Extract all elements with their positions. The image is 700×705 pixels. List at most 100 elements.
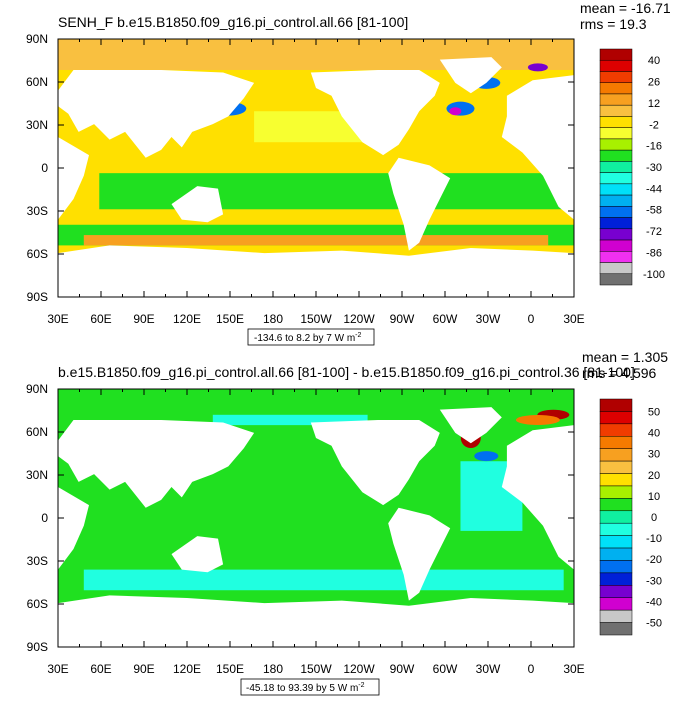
colorbar-swatch (599, 423, 633, 437)
colorbar-swatch (599, 82, 633, 95)
colorbar-swatch (599, 149, 633, 162)
x-tick-label: 0 (528, 312, 535, 326)
panel-1-range-note: -134.6 to 8.2 by 7 W m-2 (254, 332, 362, 344)
x-tick-label: 30E (47, 662, 68, 676)
land-north-america (310, 420, 440, 506)
land-europe-africa (501, 75, 574, 220)
colorbar-label: -40 (646, 596, 662, 608)
land-australia (171, 536, 224, 573)
colorbar-label: 30 (648, 449, 660, 461)
land-eurasia (58, 70, 255, 158)
colorbar-swatch (599, 485, 633, 499)
panel-2-mean: mean = 1.305 (582, 349, 668, 365)
panel-2-range-note: -45.18 to 93.39 by 5 W m-2 (246, 682, 365, 694)
x-tick-label: 150E (216, 662, 244, 676)
land-antarctica (58, 245, 574, 297)
colorbar-label: -50 (646, 618, 662, 630)
x-tick-label: 60E (90, 312, 111, 326)
band-southern-cyan (83, 569, 564, 591)
x-tick-label: 60E (90, 662, 111, 676)
colorbar-label: -100 (643, 269, 665, 281)
colorbar-swatch (599, 572, 633, 586)
y-tick-label: 90S (27, 640, 48, 654)
x-tick-label: 150E (216, 312, 244, 326)
x-tick-label: 180 (263, 312, 283, 326)
x-tick-label: 120E (173, 312, 201, 326)
band-southern-orange (83, 235, 549, 246)
colorbar-label: 10 (648, 491, 660, 503)
colorbar-label: 50 (648, 406, 660, 418)
x-tick-label: 0 (528, 662, 535, 676)
colorbar-swatch (599, 597, 633, 611)
colorbar-swatch (599, 194, 633, 207)
band-pacific-cyan (212, 414, 368, 426)
x-tick-label: 60W (433, 312, 458, 326)
land-australia (171, 186, 224, 223)
y-tick-label: 60S (27, 247, 48, 261)
colorbar-swatch (599, 71, 633, 83)
panel-2-land (58, 407, 574, 647)
y-tick-label: 60S (27, 597, 48, 611)
panel-2-rms: rms = 4.596 (582, 365, 657, 381)
colorbar-swatch (599, 498, 633, 512)
colorbar-swatch (599, 398, 633, 412)
x-tick-label: 150W (300, 312, 332, 326)
panel-1-x-axis: 30E 60E 90E 120E 150E 180 150W 120W 90W 60W 30W 0 30… (47, 39, 585, 326)
colorbar-swatch (599, 183, 633, 196)
colorbar-label: -72 (646, 226, 662, 238)
panel-1-range-box (247, 328, 375, 346)
land-europe-africa (501, 425, 574, 570)
y-tick-label: 90N (26, 32, 48, 46)
colorbar-swatch (599, 273, 633, 286)
spot-gulfstream-core (449, 107, 462, 116)
x-tick-label: 30W (476, 312, 501, 326)
band-tropics-green-1 (99, 173, 564, 210)
x-tick-label: 120W (343, 312, 375, 326)
colorbar-swatch (599, 116, 633, 128)
colorbar-label: 26 (648, 77, 660, 89)
land-north-america (310, 70, 440, 156)
colorbar-swatch (599, 48, 633, 61)
panel-1-land (58, 57, 574, 297)
panel-1-range-text: -134.6 to 8.2 by 7 W m (254, 333, 355, 344)
panel-2-range-text: -45.18 to 93.39 by 5 W m (246, 683, 358, 694)
colorbar-swatch (599, 622, 633, 636)
panel-1-title: SENH_F b.e15.B1850.f09_g16.pi_control.al… (58, 14, 408, 30)
colorbar-swatch (599, 104, 633, 117)
x-tick-label: 90E (133, 312, 154, 326)
y-tick-label: 30N (26, 118, 48, 132)
colorbar-swatch (599, 206, 633, 218)
colorbar-swatch (599, 138, 633, 151)
land-antarctica (58, 595, 574, 647)
y-tick-label: 60N (26, 425, 48, 439)
panel-2-y-axis: 90N 60N 30N 0 30S 60S 90S (26, 382, 574, 654)
colorbar-label: -58 (646, 205, 662, 217)
x-tick-label: 30E (47, 312, 68, 326)
land-south-america (388, 507, 451, 601)
colorbar-swatch (599, 473, 633, 487)
colorbar-swatch (599, 547, 633, 561)
colorbar-label: 12 (648, 98, 660, 110)
x-tick-label: 30W (476, 662, 501, 676)
colorbar-swatch (599, 161, 633, 173)
colorbar-label: 40 (648, 428, 660, 440)
colorbar-label: -20 (646, 554, 662, 566)
colorbar-label: -44 (646, 183, 662, 195)
panel-2-x-axis: 30E 60E 90E 120E 150E 180 150W 120W 90W 60W 30W 0 30… (47, 389, 585, 676)
y-tick-label: 30S (27, 554, 48, 568)
land-africa (58, 137, 89, 220)
colorbar-swatch (599, 448, 633, 462)
colorbar-swatch (599, 460, 633, 474)
land-greenland (439, 407, 502, 444)
colorbar-label: -30 (646, 162, 662, 174)
x-tick-label: 120W (343, 662, 375, 676)
x-tick-label: 90W (390, 312, 415, 326)
x-tick-label: 30E (563, 662, 584, 676)
panel-2: b.e15.B1850.f09_g16.pi_control.all.66 [8… (26, 349, 668, 696)
panel-1-rms: rms = 19.3 (580, 16, 647, 32)
colorbar-label: 0 (651, 512, 657, 524)
colorbar-swatch (599, 239, 633, 252)
colorbar-label: -2 (649, 119, 659, 131)
